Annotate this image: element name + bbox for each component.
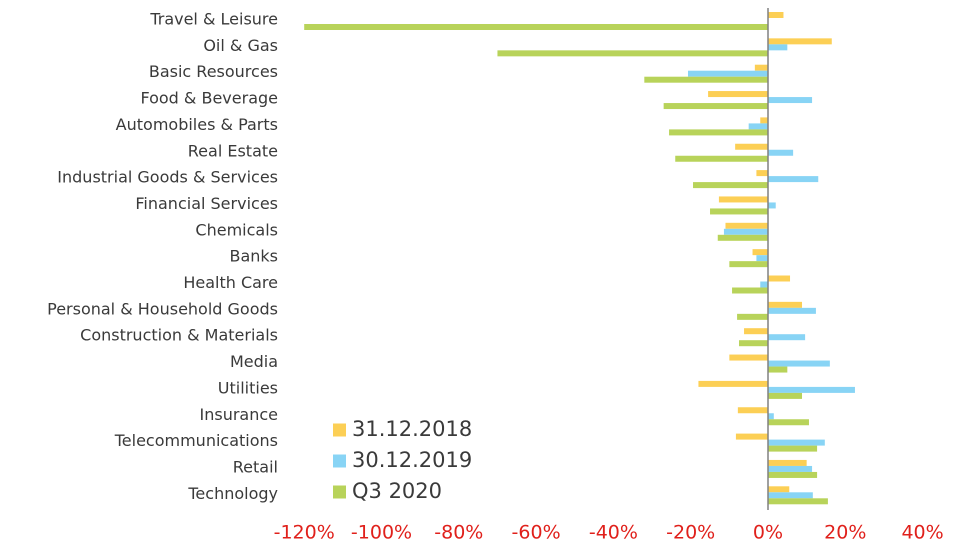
bar bbox=[725, 222, 768, 229]
bar bbox=[768, 307, 816, 314]
legend-swatch bbox=[333, 454, 346, 468]
bar bbox=[760, 281, 768, 288]
bar bbox=[768, 459, 807, 466]
bar bbox=[729, 261, 768, 268]
bar bbox=[729, 354, 768, 361]
category-label: Food & Beverage bbox=[140, 89, 278, 108]
bar bbox=[768, 360, 830, 367]
category-label: Construction & Materials bbox=[80, 326, 278, 345]
bar bbox=[768, 498, 828, 505]
bar bbox=[710, 208, 768, 215]
bar bbox=[663, 103, 768, 110]
bar bbox=[754, 64, 768, 71]
category-label: Industrial Goods & Services bbox=[57, 168, 278, 187]
bar bbox=[304, 24, 768, 30]
category-label: Insurance bbox=[200, 405, 279, 424]
category-label: Basic Resources bbox=[149, 62, 278, 81]
category-label: Media bbox=[230, 352, 278, 371]
bar bbox=[768, 492, 813, 499]
category-label: Health Care bbox=[183, 273, 278, 292]
bar bbox=[768, 44, 788, 51]
bar bbox=[497, 50, 768, 57]
bar bbox=[768, 486, 790, 493]
category-label: Financial Services bbox=[135, 194, 278, 213]
category-label: Real Estate bbox=[188, 141, 278, 160]
bar bbox=[768, 439, 825, 446]
bar bbox=[768, 97, 813, 104]
bar bbox=[768, 392, 803, 399]
category-label: Oil & Gas bbox=[203, 36, 278, 55]
bar bbox=[744, 328, 768, 335]
legend-label: 30.12.2019 bbox=[352, 448, 472, 472]
bar bbox=[687, 70, 768, 77]
bar bbox=[768, 12, 784, 18]
bar bbox=[732, 287, 768, 294]
bar bbox=[768, 386, 855, 393]
bar bbox=[737, 313, 768, 320]
bar bbox=[675, 155, 768, 162]
x-tick-label: -80% bbox=[434, 522, 483, 544]
bar bbox=[768, 275, 791, 282]
bar bbox=[693, 182, 768, 189]
category-label: Technology bbox=[187, 484, 278, 503]
bar bbox=[708, 91, 768, 98]
bar bbox=[723, 228, 768, 235]
bar bbox=[768, 419, 809, 426]
x-tick-label: -120% bbox=[274, 522, 335, 544]
bar bbox=[768, 202, 776, 209]
bar bbox=[768, 149, 794, 156]
category-label: Travel & Leisure bbox=[149, 10, 278, 29]
x-tick-label: -40% bbox=[589, 522, 638, 544]
bar bbox=[737, 407, 768, 414]
bar bbox=[768, 301, 803, 308]
bar bbox=[718, 196, 768, 203]
category-label: Retail bbox=[233, 457, 278, 476]
bar bbox=[644, 76, 768, 83]
bar bbox=[768, 176, 819, 183]
legend-label: 31.12.2018 bbox=[352, 417, 472, 441]
category-label: Banks bbox=[229, 247, 278, 266]
bar bbox=[698, 380, 768, 387]
category-label: Personal & Household Goods bbox=[47, 299, 278, 318]
bar bbox=[669, 129, 768, 136]
bar bbox=[768, 465, 813, 472]
bar bbox=[760, 117, 768, 124]
legend-swatch bbox=[333, 485, 346, 499]
category-label: Automobiles & Parts bbox=[116, 115, 278, 134]
bar bbox=[768, 38, 832, 45]
x-tick-label: -20% bbox=[666, 522, 715, 544]
bar bbox=[768, 445, 818, 452]
category-label: Utilities bbox=[218, 378, 278, 397]
bar bbox=[752, 249, 768, 256]
category-label: Chemicals bbox=[195, 220, 278, 239]
x-tick-label: 0% bbox=[753, 522, 783, 544]
bar bbox=[768, 413, 774, 420]
bar bbox=[768, 471, 818, 478]
x-tick-label: 40% bbox=[901, 522, 943, 544]
legend-label: Q3 2020 bbox=[352, 479, 442, 503]
bar bbox=[756, 255, 768, 262]
bar bbox=[739, 340, 768, 347]
bar bbox=[717, 234, 768, 241]
bar bbox=[768, 366, 788, 373]
bar bbox=[735, 143, 768, 150]
bar bbox=[756, 170, 768, 177]
bar bbox=[748, 123, 768, 130]
x-tick-label: -60% bbox=[512, 522, 561, 544]
category-label: Telecommunications bbox=[114, 431, 278, 450]
legend-swatch bbox=[333, 423, 346, 437]
bar bbox=[735, 433, 768, 440]
x-tick-label: 20% bbox=[824, 522, 866, 544]
bar bbox=[768, 334, 806, 341]
x-tick-label: -100% bbox=[351, 522, 412, 544]
